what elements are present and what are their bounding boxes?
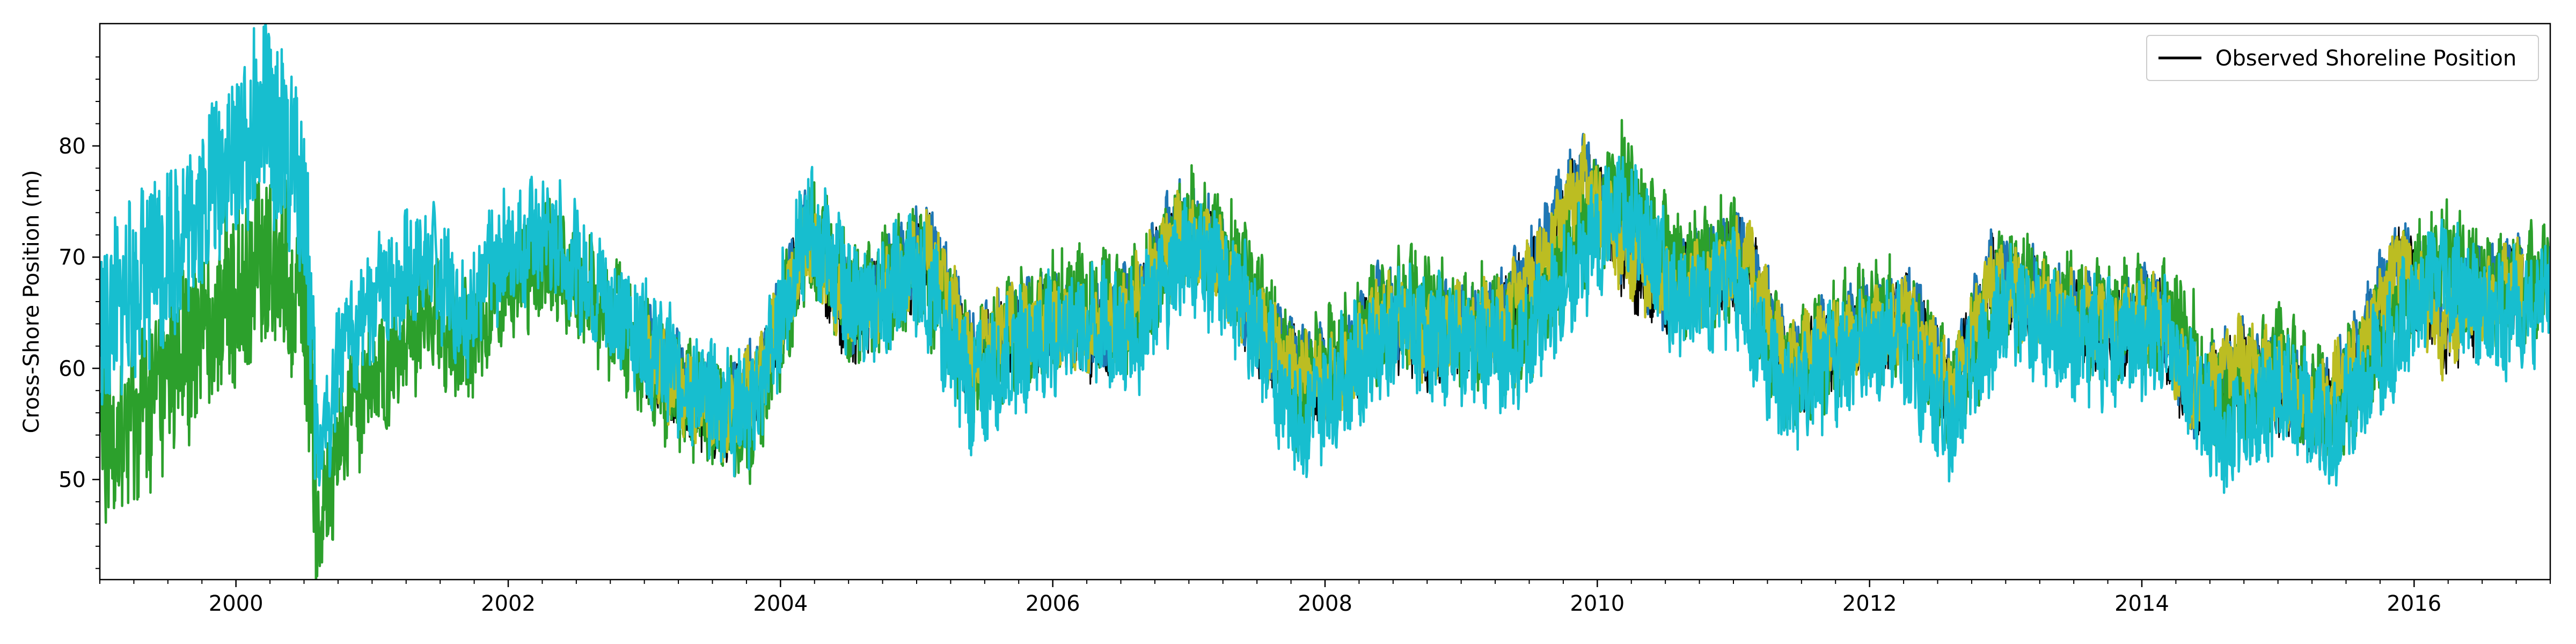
x-axis-ticks: 2000 2002 2004 2006 2008 2010 2012 2014 2016	[209, 580, 2441, 616]
x-tick-label: 2012	[1842, 591, 1897, 616]
y-tick-label: 80	[58, 134, 86, 159]
legend: Observed Shoreline Position	[2146, 35, 2539, 81]
y-axis-label: Cross-Shore Position (m)	[19, 170, 44, 434]
y-tick-label: 70	[58, 245, 86, 270]
y-axis-minor-ticks	[96, 56, 100, 569]
legend-label: Observed Shoreline Position	[2215, 46, 2516, 71]
y-axis-ticks: 50 60 70 80	[58, 134, 100, 493]
series-line-4	[100, 24, 2550, 494]
x-axis-minor-ticks	[99, 580, 2551, 584]
plot-area: 2000 2002 2004 2006 2008 2010 2012 2014 2016 50 6…	[58, 23, 2551, 616]
y-tick-label: 60	[58, 356, 86, 381]
x-tick-label: 2014	[2114, 591, 2169, 616]
series-layer	[100, 24, 2550, 580]
x-tick-label: 2006	[1026, 591, 1080, 616]
x-tick-label: 2004	[753, 591, 808, 616]
x-tick-label: 2000	[209, 591, 264, 616]
legend-box	[2146, 35, 2539, 81]
y-tick-label: 50	[58, 468, 86, 493]
x-tick-label: 2002	[481, 591, 536, 616]
x-tick-label: 2008	[1298, 591, 1352, 616]
x-tick-label: 2016	[2387, 591, 2441, 616]
x-tick-label: 2010	[1570, 591, 1624, 616]
